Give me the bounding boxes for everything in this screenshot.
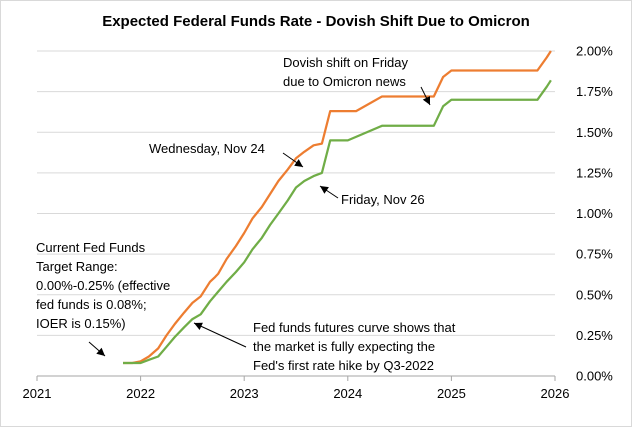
y-tick-label: 1.50% (576, 125, 613, 140)
y-tick-label: 2.00% (576, 44, 613, 59)
y-tick-label: 0.50% (576, 287, 613, 302)
annotation-futures-line: the market is fully expecting the (253, 339, 435, 354)
annotation-current-line: Target Range: (36, 259, 118, 274)
annotation-arrowhead (294, 159, 303, 167)
gridlines (37, 50, 555, 377)
annotation-arrowhead (422, 96, 430, 105)
annotation-arrowhead (320, 186, 329, 194)
annotation-arrowhead (96, 347, 105, 356)
annotation-fri-line: Friday, Nov 26 (341, 192, 425, 207)
annotation-current-line: 0.00%-0.25% (effective (36, 278, 170, 293)
y-tick-label: 0.00% (576, 369, 613, 384)
x-tick-label: 2024 (333, 386, 362, 401)
x-tick-label: 2021 (23, 386, 52, 401)
y-tick-label: 0.75% (576, 247, 613, 262)
y-tick-label: 1.00% (576, 206, 613, 221)
series-line-0 (123, 50, 552, 365)
annotation-dovish-line: due to Omicron news (283, 74, 406, 89)
annotation-futures-line: Fed's first rate hike by Q3-2022 (253, 358, 434, 373)
x-tick-label: 2023 (230, 386, 259, 401)
annotation-futures-line: Fed funds futures curve shows that (253, 320, 456, 335)
plot-area (123, 50, 552, 365)
annotation-current-line: Current Fed Funds (36, 240, 146, 255)
y-tick-label: 1.25% (576, 165, 613, 180)
y-tick-label: 0.25% (576, 328, 613, 343)
annotation-dovish-line: Dovish shift on Friday (283, 55, 408, 70)
annotations: Dovish shift on Friday due to Omicron new… (36, 55, 456, 373)
y-tick-label: 1.75% (576, 84, 613, 99)
y-axis: 0.00% 0.25% 0.50% 0.75% 1.00% 1.25% 1.50% 1.75%… (576, 44, 613, 384)
x-tick-label: 2026 (541, 386, 570, 401)
annotation-current-line: IOER is 0.15%) (36, 316, 126, 331)
x-tick-label: 2022 (126, 386, 155, 401)
annotation-wed-line: Wednesday, Nov 24 (149, 141, 265, 156)
annotation-current-line: fed funds is 0.08%; (36, 297, 147, 312)
x-tick-label: 2025 (437, 386, 466, 401)
series-line-1 (123, 79, 552, 365)
annotation-arrowhead (194, 322, 203, 330)
chart-title: Expected Federal Funds Rate - Dovish Shi… (102, 13, 530, 30)
x-axis: 2021 2022 2023 2024 2025 2026 (23, 376, 570, 401)
annotation-arrow-line (193, 322, 247, 348)
